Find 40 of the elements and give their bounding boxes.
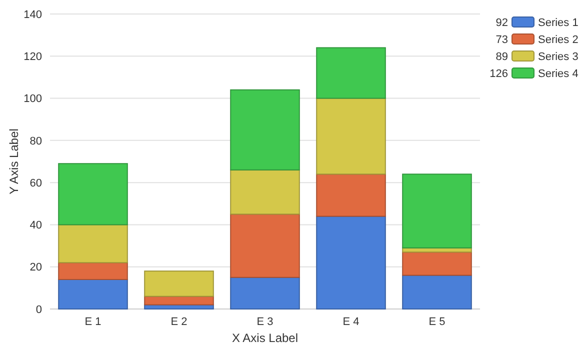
bar xyxy=(58,279,128,310)
y-tick-label: 100 xyxy=(24,93,42,106)
bar xyxy=(58,163,128,226)
bar xyxy=(316,98,386,175)
x-tick-label: E 4 xyxy=(342,316,360,328)
bar xyxy=(230,276,300,310)
bar xyxy=(316,174,386,217)
bar xyxy=(230,169,300,215)
text: 89 xyxy=(496,50,508,63)
legend-label: Series 1 xyxy=(538,16,578,29)
bar xyxy=(230,214,300,278)
legend-label: Series 3 xyxy=(538,50,578,63)
text: 126 xyxy=(490,68,508,80)
bar xyxy=(402,252,472,276)
bar xyxy=(58,262,128,280)
bar xyxy=(144,296,214,306)
y-tick-label: 60 xyxy=(30,177,42,190)
text: 73 xyxy=(496,34,508,46)
y-tick-label: 120 xyxy=(24,50,42,63)
x-tick-label: E 3 xyxy=(256,316,274,328)
legend-label: Series 4 xyxy=(538,68,578,80)
x-tick-label: E 2 xyxy=(170,316,188,328)
y-axis-title: Y Axis Label xyxy=(7,128,21,194)
bar xyxy=(402,174,472,248)
bar xyxy=(144,270,214,297)
y-tick-label: 140 xyxy=(24,8,42,21)
bar xyxy=(402,274,472,310)
x-axis-title: X Axis Label xyxy=(232,331,298,345)
bar xyxy=(58,224,128,264)
y-tick-label: 40 xyxy=(30,220,42,232)
y-tick-label: 0 xyxy=(36,304,42,316)
bar xyxy=(316,216,386,310)
y-tick-label: 20 xyxy=(30,262,42,274)
x-tick-label: E 1 xyxy=(84,316,102,328)
x-tick-label: E 5 xyxy=(428,316,446,328)
bar xyxy=(230,89,300,170)
bar xyxy=(316,47,386,99)
y-tick-label: 80 xyxy=(30,135,42,148)
legend-label: Series 2 xyxy=(538,34,578,46)
text: 92 xyxy=(496,16,508,29)
